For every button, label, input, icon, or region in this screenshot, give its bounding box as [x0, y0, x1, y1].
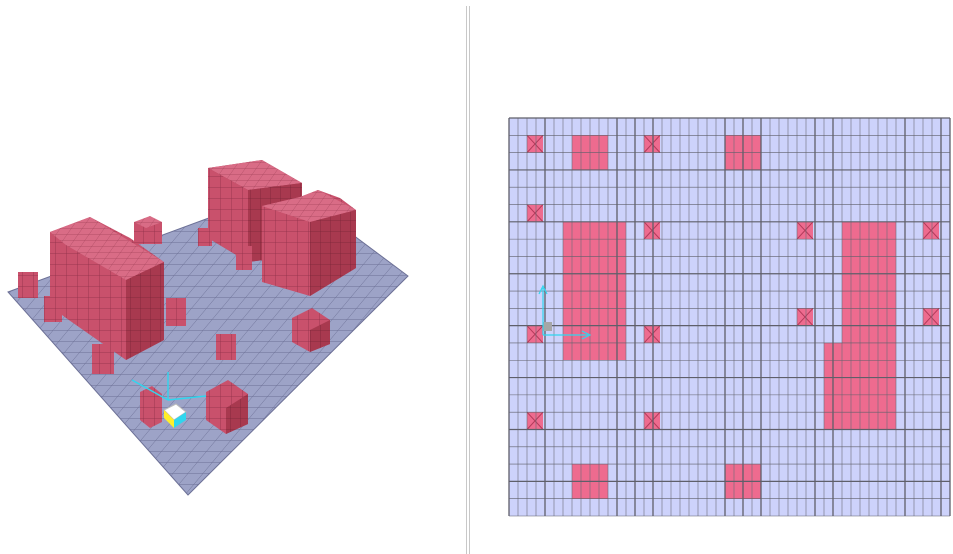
small-block-9: [92, 344, 114, 374]
viewport-splitter[interactable]: [464, 6, 472, 554]
small-block-11: [206, 380, 248, 434]
column-cross-10: [526, 411, 544, 430]
column-cross-0: [526, 134, 544, 153]
small-block-8: [216, 334, 236, 360]
column-cross-4: [796, 221, 814, 240]
x-axis-arrow: [581, 330, 592, 340]
column-cross-9: [922, 308, 940, 326]
small-block-4: [18, 272, 38, 298]
small-block-6: [166, 298, 186, 326]
small-block-1: [134, 216, 162, 244]
plan-viewport[interactable]: [472, 0, 953, 554]
column-cross-3: [643, 221, 661, 240]
y-axis-arrow: [538, 284, 548, 295]
column-cross-5: [922, 221, 940, 240]
origin-marker: [543, 322, 552, 331]
small-block-2: [198, 228, 212, 246]
column-cross-2: [526, 204, 544, 223]
3d-model-canvas[interactable]: [0, 0, 464, 554]
column-cross-11: [643, 411, 661, 430]
column-cross-8: [796, 308, 814, 326]
column-cross-7: [643, 325, 661, 344]
plan-grid-canvas[interactable]: [472, 0, 953, 554]
building-right-block: [262, 190, 356, 296]
perspective-viewport[interactable]: [0, 0, 464, 554]
small-block-7: [292, 308, 330, 352]
building-left-tall: [50, 217, 164, 360]
origin-axis-gizmo: [131, 372, 207, 428]
small-block-5: [44, 296, 62, 322]
small-block-3: [236, 246, 252, 270]
column-cross-6: [526, 325, 544, 344]
small-block-10: [140, 386, 162, 428]
column-cross-1: [643, 134, 661, 153]
